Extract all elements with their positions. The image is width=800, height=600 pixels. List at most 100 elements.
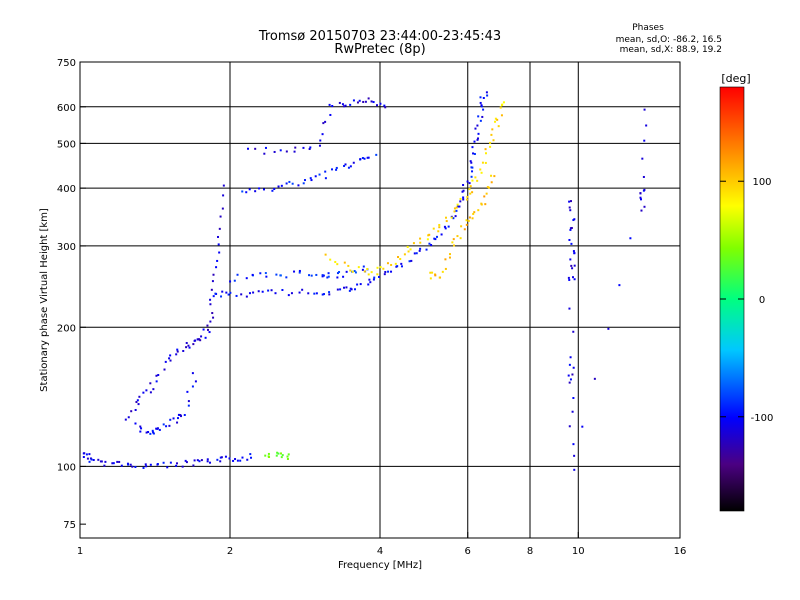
data-point (297, 184, 300, 187)
data-point (206, 460, 209, 463)
data-point (254, 147, 257, 150)
data-point (473, 153, 476, 156)
data-point (376, 266, 379, 269)
data-point (89, 457, 92, 460)
data-point (407, 250, 410, 253)
data-point (474, 176, 477, 179)
data-point (215, 266, 218, 269)
data-point (280, 452, 283, 455)
data-point (477, 132, 480, 135)
data-point (194, 339, 197, 342)
data-point (315, 273, 318, 276)
data-point (485, 91, 488, 94)
data-point (152, 431, 155, 434)
data-point (492, 139, 495, 142)
data-point (358, 99, 361, 102)
colorbar-label: [deg] (721, 72, 750, 85)
data-point (444, 227, 447, 230)
data-point (413, 252, 416, 255)
data-point (326, 276, 329, 279)
stats-title: Phases (632, 23, 664, 33)
data-point (219, 456, 222, 459)
data-point (466, 195, 469, 198)
data-point (273, 187, 276, 190)
data-point (573, 454, 576, 457)
data-point (472, 152, 475, 155)
grid (80, 62, 680, 538)
data-point (281, 454, 284, 457)
data-point (216, 259, 219, 262)
data-point (629, 237, 632, 240)
data-point (367, 156, 370, 159)
data-point (349, 103, 352, 106)
data-point (240, 293, 243, 296)
data-point (383, 104, 386, 107)
data-point (241, 456, 244, 459)
data-point (367, 283, 370, 286)
data-point (221, 207, 224, 210)
data-point (349, 165, 352, 168)
data-point (438, 276, 441, 279)
data-point (359, 283, 362, 286)
data-point (497, 125, 500, 128)
data-point (428, 242, 431, 245)
data-point (437, 230, 440, 233)
data-point (480, 202, 483, 205)
data-point (331, 168, 334, 171)
data-point (419, 241, 422, 244)
data-point (99, 460, 102, 463)
data-point (324, 170, 327, 173)
data-point (456, 205, 459, 208)
data-point (643, 108, 646, 111)
data-point (224, 455, 227, 458)
data-point (185, 341, 188, 344)
data-point (430, 244, 433, 247)
data-point (130, 410, 133, 413)
data-point (164, 360, 167, 363)
data-point (438, 223, 441, 226)
x-tick-label: 8 (527, 546, 533, 557)
data-point (471, 179, 474, 182)
data-point (137, 403, 140, 406)
data-point (85, 453, 88, 456)
data-point (469, 192, 472, 195)
colorbar-tick-label: 100 (752, 177, 771, 188)
data-point (466, 180, 469, 183)
data-point (448, 253, 451, 256)
data-point (456, 235, 459, 238)
data-point (459, 200, 462, 203)
data-point (347, 264, 350, 267)
data-point (496, 118, 499, 121)
data-point (176, 421, 179, 424)
data-point (494, 117, 497, 120)
data-point (641, 157, 644, 160)
data-point (217, 243, 220, 246)
data-point (285, 276, 288, 279)
data-point (142, 466, 145, 469)
data-point (567, 374, 570, 377)
data-point (453, 210, 456, 213)
data-point (406, 245, 409, 248)
data-point (324, 120, 327, 123)
data-point (206, 458, 209, 461)
data-point (175, 462, 178, 465)
x-tick-label: 1 (77, 546, 83, 557)
data-point (570, 226, 573, 229)
data-point (363, 157, 366, 160)
data-point (149, 432, 152, 435)
data-point (369, 281, 372, 284)
data-point (187, 344, 190, 347)
data-point (233, 279, 236, 282)
data-point (471, 166, 474, 169)
data-point (454, 215, 457, 218)
data-point (434, 238, 437, 241)
data-point (252, 291, 255, 294)
data-point (408, 260, 411, 263)
data-point (219, 215, 222, 218)
data-point (118, 460, 121, 463)
data-point (429, 271, 432, 274)
data-point (209, 298, 212, 301)
data-point (218, 251, 221, 254)
data-point (131, 465, 134, 468)
data-point (308, 148, 311, 151)
